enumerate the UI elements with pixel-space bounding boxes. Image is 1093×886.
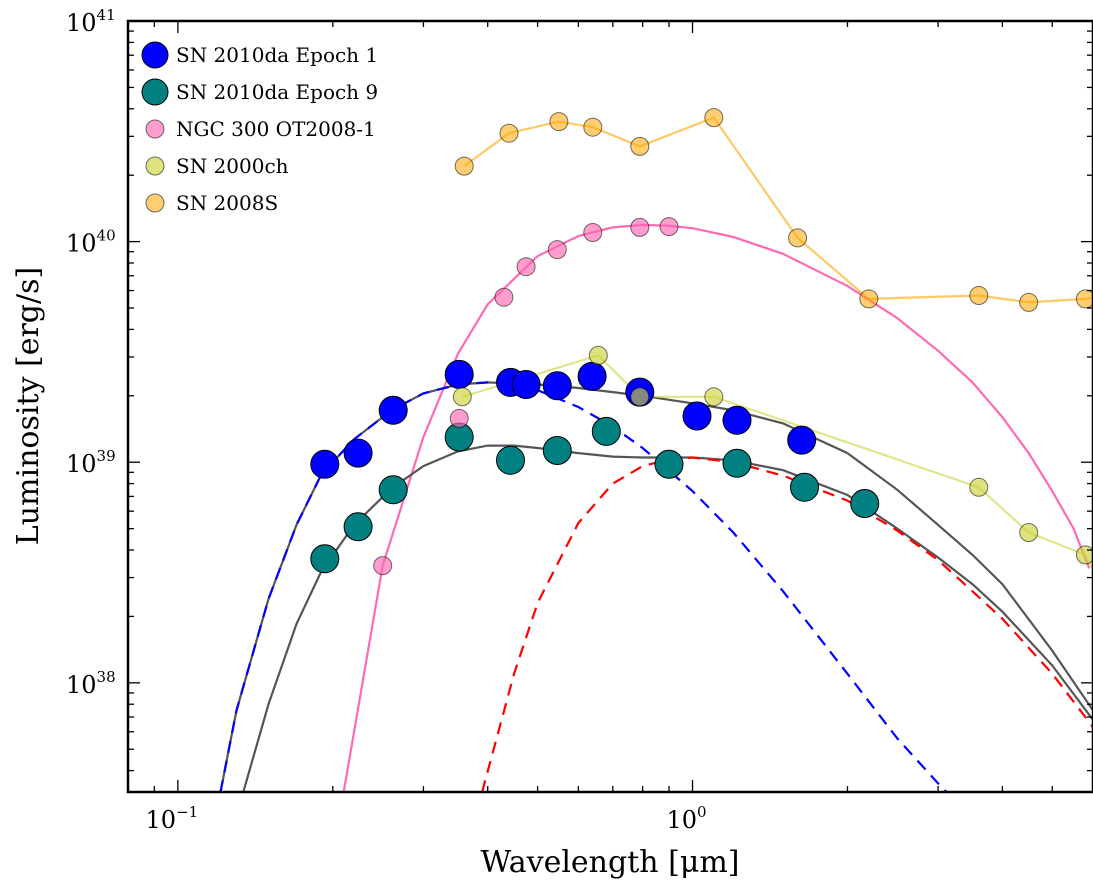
x-tick-label: 100 [666,803,706,834]
legend-item-sn-2008s: SN 2008S [145,191,278,215]
x-axis-title: Wavelength [μm] [481,845,740,880]
data-point [542,371,572,401]
data-point [343,438,373,468]
data-point [499,123,519,143]
data-point [494,287,514,307]
data-point [722,405,752,435]
data-point [630,387,650,407]
data-point [310,449,340,479]
legend-label: SN 2010da Epoch 9 [176,80,378,104]
y-tick-label: 1040 [66,227,116,258]
data-point [583,223,603,242]
data-point [516,257,536,277]
data-point [654,449,684,479]
axis-ticks [127,20,1093,792]
data-point [969,477,989,497]
data-point [790,472,819,502]
legend-label: NGC 300 OT2008-1 [176,117,376,141]
legend-marker [141,78,169,106]
data-point [310,544,340,574]
data-point [682,401,712,431]
plot-frame [126,19,1093,794]
sn-2008s-series [454,108,1093,312]
sn-2010da-epoch-1-series [310,359,817,479]
sn-2000ch-series [452,345,1093,565]
model-curve-1 [342,223,1091,792]
x-tick-label: 10−1 [146,803,199,834]
data-point [378,395,408,425]
data-point [444,359,474,389]
data-point [454,156,474,176]
data-point [452,387,472,407]
data-point [969,286,989,305]
data-point [1075,289,1093,309]
data-point [704,108,724,128]
sn-2000ch-line [461,354,1093,572]
legend-label: SN 2010da Epoch 1 [176,43,378,67]
data-point [378,475,408,505]
data-point [542,436,572,465]
data-point [496,445,525,475]
data-point [449,408,469,428]
data-point [577,361,607,391]
data-point [1075,545,1093,565]
data-point [343,512,373,542]
data-point [659,217,679,237]
y-tick-label: 1041 [66,6,116,37]
data-point [788,228,808,248]
data-point [588,345,608,365]
sn-2010da-epoch-9-series [310,416,880,574]
data-point [511,370,541,399]
data-points [310,108,1093,576]
legend-marker [141,41,169,69]
series-lines [461,116,1093,572]
model-curves [219,223,1093,792]
data-point [787,425,817,455]
model-curve-4 [219,381,949,792]
data-point [704,387,724,407]
data-point [549,112,569,132]
data-point [1019,523,1039,542]
model-curve-3 [242,444,1093,792]
legend-marker [145,193,165,213]
legend-label: SN 2008S [176,191,278,215]
data-point [1019,292,1039,312]
data-point [591,416,621,446]
y-tick-label: 1038 [66,668,116,699]
plot-area [219,108,1093,792]
data-point [373,556,393,576]
legend-item-sn-2010da-epoch-9: SN 2010da Epoch 9 [141,78,378,106]
y-tick-label: 1039 [66,447,116,478]
legend-marker [145,119,165,139]
data-point [859,289,879,309]
model-curve-5 [481,456,1093,792]
legend: SN 2010da Epoch 1 SN 2010da Epoch 9 NGC 30… [141,41,378,215]
y-axis-title: Luminosity [erg/s] [11,267,46,545]
data-point [547,240,567,260]
ngc-300-ot2008-1-series [373,217,679,576]
legend-label: SN 2000ch [176,154,289,178]
data-point [630,217,650,237]
data-point [630,136,650,156]
legend-item-sn-2000ch: SN 2000ch [145,154,289,178]
legend-marker [145,156,165,176]
legend-item-ngc-300-ot2008-1: NGC 300 OT2008-1 [145,117,376,141]
legend-item-sn-2010da-epoch-1: SN 2010da Epoch 1 [141,41,378,69]
data-point [583,117,603,137]
sn-2008s-line [463,116,1093,304]
data-point [850,489,880,518]
data-point [722,448,752,478]
